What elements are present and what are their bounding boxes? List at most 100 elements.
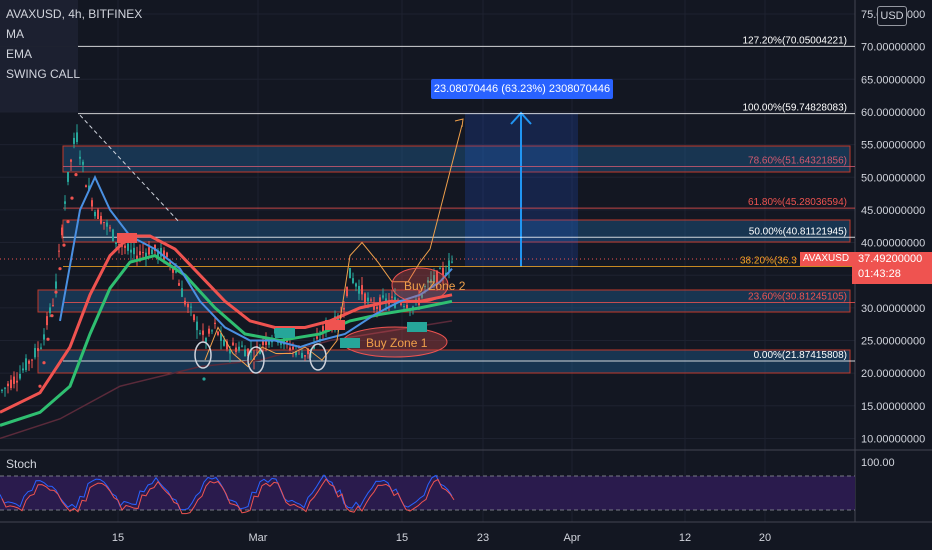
candle-body xyxy=(19,373,21,379)
candle-body xyxy=(64,201,66,204)
candle-body xyxy=(139,251,141,255)
swing-dot xyxy=(202,377,206,381)
candle-body xyxy=(427,280,429,283)
fib-label: 127.20%(70.05004221) xyxy=(742,35,847,46)
measure-arrow-head xyxy=(510,111,532,125)
candle-body xyxy=(82,161,84,165)
candle-body xyxy=(4,387,6,389)
candle-body xyxy=(1,389,3,391)
candle-body xyxy=(121,245,123,247)
candle-body xyxy=(43,334,45,340)
candle-body xyxy=(262,341,264,345)
candle-body xyxy=(52,305,54,307)
candle-body xyxy=(157,250,159,258)
candle-body xyxy=(40,347,42,349)
last-price: 37.49200000 xyxy=(858,253,923,265)
stoch-d-line xyxy=(1,478,455,515)
candle-body xyxy=(73,137,75,144)
candle-body xyxy=(211,330,213,332)
symbol-price-tag: AVAXUSD xyxy=(800,252,852,266)
candle-body xyxy=(433,275,435,282)
candle-body xyxy=(304,355,306,357)
y-tick-label: 60.00000000 xyxy=(861,107,925,119)
last-price-badge: 37.49200000 01:43:28 xyxy=(852,252,932,284)
x-tick-label: 12 xyxy=(679,532,691,544)
candle-body xyxy=(358,286,360,294)
indicator-ema[interactable]: EMA xyxy=(6,47,33,61)
candle-body xyxy=(154,244,156,252)
fib-label: 0.00%(21.87415808) xyxy=(754,350,847,361)
y-tick-label: 25.00000000 xyxy=(861,336,925,348)
symbol-title: AVAXUSD, 4h, BITFINEX xyxy=(6,7,143,21)
y-tick-label: 45.00000000 xyxy=(861,205,925,217)
candle-body xyxy=(214,322,216,324)
candle-body xyxy=(118,244,120,246)
support-zone xyxy=(62,219,851,243)
candle-body xyxy=(100,215,102,224)
buy-zone-2-ellipse xyxy=(391,267,449,303)
indicator-swing-call[interactable]: SWING CALL xyxy=(6,67,81,81)
stoch-label: Stoch xyxy=(6,457,37,471)
candle-body xyxy=(103,221,105,223)
fib-label: 78.60%(51.64321856) xyxy=(748,156,847,167)
ma-red-line xyxy=(0,234,453,414)
candle-body xyxy=(196,321,198,331)
candle-body xyxy=(172,268,174,273)
candle-body xyxy=(112,229,114,242)
candle-body xyxy=(97,209,99,220)
swing-circle xyxy=(194,341,212,369)
candle-body xyxy=(403,306,405,308)
y-tick-label: 10.00000000 xyxy=(861,433,925,445)
candle-body xyxy=(370,299,372,301)
fib-label: 38.20%(36.3 xyxy=(740,255,797,266)
swing-dot xyxy=(54,290,58,294)
indicator-ma[interactable]: MA xyxy=(6,27,24,41)
stoch-axis-label: 100.00 xyxy=(861,457,895,469)
candle-body xyxy=(421,294,423,298)
candle-body xyxy=(442,267,444,276)
y-tick-label: 20.00000000 xyxy=(861,368,925,380)
y-tick-label: 65.00000000 xyxy=(861,74,925,86)
candle-body xyxy=(448,260,450,271)
swing-dot xyxy=(62,243,66,247)
blue-trend-line xyxy=(59,174,453,349)
candle-body xyxy=(124,245,126,248)
candle-body xyxy=(58,250,60,252)
candle-body xyxy=(79,156,81,159)
candle-body xyxy=(136,255,138,261)
candle-body xyxy=(166,252,168,258)
candle-body xyxy=(37,348,39,352)
candle-body xyxy=(85,185,87,188)
fib-label: 23.60%(30.81245105) xyxy=(748,292,847,303)
candle-body xyxy=(160,248,162,257)
candle-body xyxy=(91,200,93,207)
candle-body xyxy=(130,249,132,253)
candle-body xyxy=(178,283,180,286)
candle-body xyxy=(391,296,393,298)
currency-button[interactable]: USD xyxy=(877,6,907,26)
y-tick-label: 30.00000000 xyxy=(861,303,925,315)
x-tick-label: Mar xyxy=(249,532,268,544)
y-tick-label: 40.00000000 xyxy=(861,238,925,250)
fib-label: 61.80%(45.28036594) xyxy=(748,197,847,208)
candle-body xyxy=(352,278,354,284)
support-zone xyxy=(62,145,851,173)
candle-body xyxy=(208,328,210,334)
candle-body xyxy=(187,303,189,308)
buy-zone-2-label: Buy Zone 2 xyxy=(404,279,466,293)
swing-dot xyxy=(46,337,50,341)
sell-signal-marker xyxy=(117,233,137,243)
buy-signal-marker xyxy=(407,322,427,332)
candle-body xyxy=(349,268,351,279)
candle-body xyxy=(10,379,12,389)
candle-body xyxy=(400,303,402,305)
candle-body xyxy=(142,252,144,254)
candle-body xyxy=(25,358,27,371)
candle-body xyxy=(67,171,69,182)
candle-body xyxy=(451,261,453,263)
candle-body xyxy=(292,346,294,350)
legend-shade xyxy=(0,0,78,112)
support-zone xyxy=(37,289,851,313)
candle-body xyxy=(238,346,240,351)
candle-body xyxy=(439,268,441,270)
